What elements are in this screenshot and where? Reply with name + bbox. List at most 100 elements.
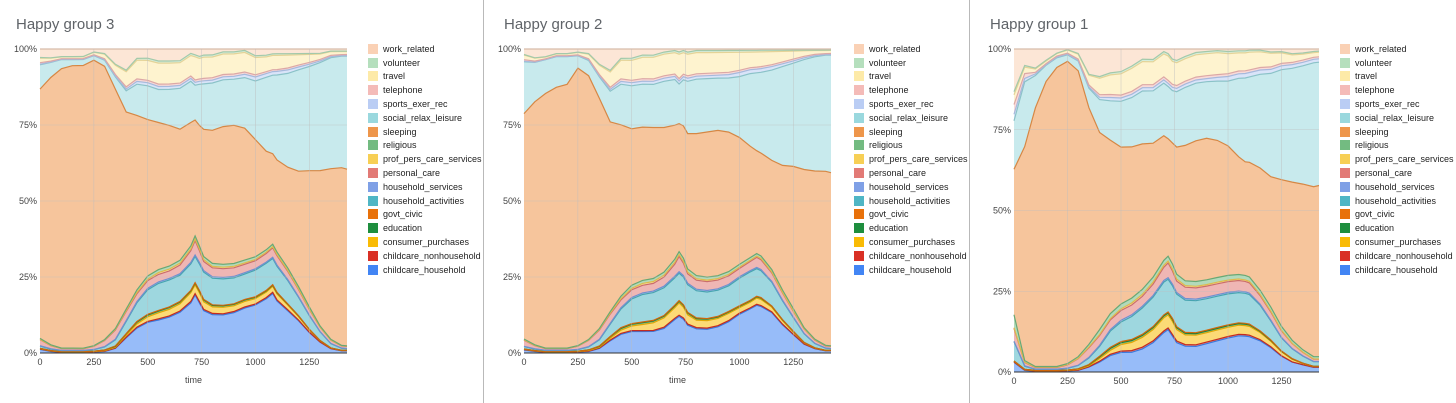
- area-series-group: [523, 48, 832, 353]
- x-tick-label: 750: [1167, 376, 1182, 386]
- legend-item: consumer_purchases: [368, 235, 482, 249]
- area-consumer_purchases: [1014, 314, 1319, 371]
- legend-label: sports_exer_rec: [1355, 99, 1420, 110]
- legend-label: consumer_purchases: [1355, 237, 1442, 248]
- legend-label: household_services: [383, 181, 463, 192]
- chart-plot: 0% 25% 50% 75% 100% 0 250 500 750 1000 1250: [988, 44, 1320, 386]
- legend-label: social_relax_leisure: [869, 112, 949, 123]
- legend-item: travel: [854, 70, 968, 84]
- line-sports_exer_rec: [1013, 53, 1320, 115]
- legend-label: govt_civic: [1355, 209, 1395, 220]
- legend-item: prof_pers_care_services: [1340, 152, 1454, 166]
- line-telephone: [523, 52, 832, 89]
- chart-title: Happy group 1: [990, 16, 1089, 33]
- legend-label: govt_civic: [869, 209, 909, 220]
- legend-swatch: [1340, 43, 1350, 54]
- x-axis-title: time: [185, 375, 202, 385]
- legend-item: sports_exer_rec: [1340, 97, 1454, 111]
- legend-swatch: [368, 57, 378, 68]
- legend-label: religious: [383, 140, 417, 151]
- chart-title: Happy group 2: [504, 16, 603, 33]
- legend-label: household_activities: [869, 195, 951, 206]
- legend-swatch: [854, 250, 864, 261]
- legend-label: work_related: [1355, 43, 1407, 54]
- legend-label: education: [1355, 223, 1395, 234]
- line-prof_pers_care_services: [1013, 260, 1320, 368]
- chart-legend: work_related volunteer travel telephone spor…: [1340, 42, 1454, 277]
- legend-swatch: [1340, 223, 1350, 234]
- legend-swatch: [1340, 237, 1350, 248]
- legend-swatch: [854, 99, 864, 110]
- legend-swatch: [1340, 168, 1350, 179]
- x-tick-label: 0: [37, 357, 42, 367]
- legend-item: social_relax_leisure: [854, 111, 968, 125]
- legend-item: social_relax_leisure: [368, 111, 482, 125]
- legend-label: sports_exer_rec: [383, 99, 448, 110]
- legend-swatch: [854, 181, 864, 192]
- legend-item: prof_pers_care_services: [368, 152, 482, 166]
- legend-label: travel: [1355, 71, 1378, 82]
- legend-label: work_related: [869, 43, 921, 54]
- legend-item: personal_care: [1340, 166, 1454, 180]
- legend-swatch: [854, 223, 864, 234]
- legend-item: travel: [1340, 70, 1454, 84]
- legend-item: volunteer: [1340, 56, 1454, 70]
- x-tick-label: 250: [570, 357, 585, 367]
- legend-item: personal_care: [854, 166, 968, 180]
- x-tick-label: 1000: [729, 357, 749, 367]
- legend-item: work_related: [368, 42, 482, 56]
- legend-item: telephone: [368, 83, 482, 97]
- area-childcare_household: [40, 293, 347, 353]
- x-tick-label: 250: [86, 357, 101, 367]
- line-govt_civic: [39, 281, 347, 353]
- line-volunteer: [1013, 48, 1320, 92]
- area-social_relax_leisure: [1014, 54, 1319, 187]
- legend-swatch: [368, 154, 378, 165]
- area-childcare_household: [524, 305, 831, 353]
- legend-label: personal_care: [869, 168, 927, 179]
- legend-swatch: [854, 112, 864, 123]
- x-tick-label: 500: [1114, 376, 1129, 386]
- legend-label: religious: [869, 140, 903, 151]
- area-travel: [40, 51, 347, 87]
- legend-swatch: [1340, 195, 1350, 206]
- legend-swatch: [1340, 112, 1350, 123]
- legend-swatch: [368, 99, 378, 110]
- y-tick-label: 50%: [503, 196, 521, 206]
- chart-plot: 0% 25% 50% 75% 100% 0 250 500 750 1000 1250 time: [14, 44, 348, 385]
- legend-label: childcare_household: [383, 264, 466, 275]
- legend-swatch: [368, 237, 378, 248]
- chart-plot: 0% 25% 50% 75% 100% 0 250 500 750 1000 1250 time: [498, 44, 832, 385]
- legend-item: social_relax_leisure: [1340, 111, 1454, 125]
- legend-item: sports_exer_rec: [854, 97, 968, 111]
- legend-swatch: [1340, 99, 1350, 110]
- x-tick-label: 1000: [1218, 376, 1238, 386]
- area-social_relax_leisure: [524, 55, 831, 173]
- y-tick-label: 0%: [24, 348, 37, 358]
- legend-item: volunteer: [854, 56, 968, 70]
- line-govt_civic: [1013, 311, 1319, 371]
- legend-label: volunteer: [383, 57, 421, 68]
- grid-lines: [1014, 48, 1319, 373]
- area-household_activities: [40, 256, 347, 352]
- area-travel: [1014, 50, 1319, 105]
- legend-item: household_activities: [854, 194, 968, 208]
- y-tick-label: 100%: [988, 44, 1011, 54]
- legend-item: household_activities: [1340, 194, 1454, 208]
- legend-label: social_relax_leisure: [1355, 112, 1435, 123]
- area-sleeping: [1014, 61, 1319, 367]
- legend-swatch: [368, 250, 378, 261]
- area-household_activities: [524, 268, 831, 352]
- legend-label: social_relax_leisure: [383, 112, 463, 123]
- legend-item: household_services: [368, 180, 482, 194]
- legend-label: household_services: [869, 181, 949, 192]
- legend-swatch: [854, 168, 864, 179]
- x-tick-label: 750: [194, 357, 209, 367]
- area-series-group: [39, 48, 348, 353]
- y-tick-label: 25%: [19, 272, 37, 282]
- line-sports_exer_rec: [523, 54, 831, 91]
- y-tick-label: 75%: [503, 120, 521, 130]
- legend-label: telephone: [1355, 85, 1395, 96]
- line-sleeping: [1013, 60, 1320, 188]
- legend-item: sleeping: [854, 125, 968, 139]
